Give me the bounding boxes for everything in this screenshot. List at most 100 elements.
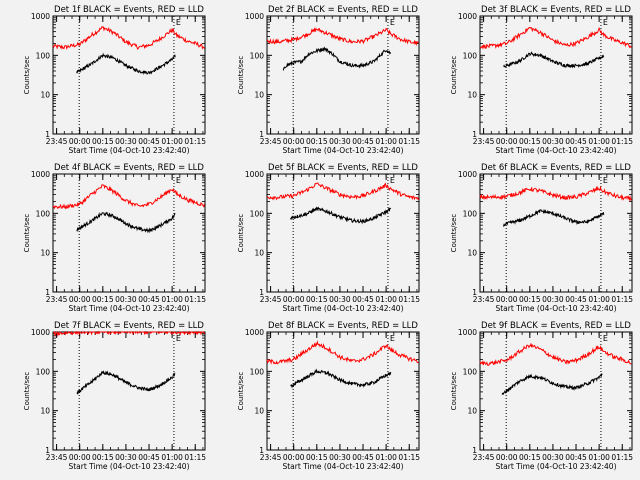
y-tick-label: 10 [254,91,264,100]
x-tick-label: 00:45 [352,295,374,304]
y-tick-label: 1 [259,130,264,139]
x-axis-label: Start Time (04-Oct-10 23:42:40) [495,462,616,471]
y-tick-label: 1000 [458,170,477,179]
lld-series-line [267,182,419,201]
detector-panel: Det 5f BLACK = Events, RED = LLD 1 10 100 10… [237,163,420,313]
x-tick-label: 01:15 [184,137,206,146]
panel-title: Det 8f BLACK = Events, RED = LLD [268,321,418,331]
x-tick-label: 00:30 [115,453,137,462]
y-tick-label: 1000 [245,12,264,21]
y-tick-label: 1000 [245,328,264,337]
x-tick-label: 01:00 [588,453,610,462]
y-tick-label: 1000 [458,328,477,337]
x-tick-label: 00:30 [542,453,564,462]
plot-frame [266,15,420,135]
panel-title: Det 3f BLACK = Events, RED = LLD [481,5,631,15]
x-tick-label: 00:15 [306,453,328,462]
panel-title: Det 6f BLACK = Events, RED = LLD [481,163,631,173]
x-axis-label: Start Time (04-Oct-10 23:42:40) [282,462,403,471]
x-tick-label: 00:00 [69,295,91,304]
x-tick-label: 23:45 [46,295,68,304]
x-tick-label: 01:00 [375,137,397,146]
y-tick-label: 1 [45,130,50,139]
y-tick-label: 10 [40,407,50,416]
x-tick-label: 00:30 [329,453,351,462]
events-series-line [76,211,176,234]
lld-series-line [266,340,419,365]
x-tick-label: 00:30 [115,295,137,304]
marker-label: E [390,18,395,27]
plot-frame [266,173,420,293]
x-tick-label: 01:15 [611,137,633,146]
lld-series-line [479,185,632,202]
x-tick-label: 01:00 [161,295,183,304]
x-tick-label: 23:45 [46,137,68,146]
panel-title: Det 1f BLACK = Events, RED = LLD [54,5,204,15]
events-series-line [290,368,392,389]
x-tick-label: 00:15 [519,453,541,462]
lld-series-line [52,184,205,210]
events-series-line [290,206,392,225]
x-tick-label: 00:30 [329,295,351,304]
y-tick-label: 10 [40,91,50,100]
marker-label: E [390,176,395,185]
x-tick-label: 00:45 [565,453,587,462]
detector-panel: Det 6f BLACK = Events, RED = LLD 1 10 100 10… [450,163,633,313]
y-axis-label: Counts/sec [450,214,458,253]
x-tick-label: 00:00 [69,137,91,146]
detector-panel: Det 1f BLACK = Events, RED = LLD 1 10 100 10… [23,5,206,155]
y-tick-label: 100 [250,367,265,376]
plot-frame [52,173,206,293]
x-tick-label: 00:45 [138,295,160,304]
x-tick-label: 01:00 [161,453,183,462]
marker-label: E [176,18,181,27]
x-tick-label: 01:00 [375,295,397,304]
x-tick-label: 01:15 [398,137,420,146]
y-tick-label: 1 [45,446,50,455]
x-axis-label: Start Time (04-Oct-10 23:42:40) [68,304,189,313]
y-axis-label: Counts/sec [450,56,458,95]
x-tick-label: 01:15 [184,453,206,462]
y-tick-label: 1000 [31,328,50,337]
x-tick-label: 23:45 [260,295,282,304]
y-tick-label: 10 [254,407,264,416]
y-tick-label: 10 [40,249,50,258]
events-series-line [501,372,603,396]
lld-series-line [479,26,632,50]
plot-frame [479,331,633,451]
y-axis-label: Counts/sec [237,372,245,411]
marker-label: E [176,334,181,343]
detector-panel: Det 4f BLACK = Events, RED = LLD 1 10 100 10… [23,163,206,313]
x-tick-label: 00:15 [306,137,328,146]
x-tick-label: 00:00 [283,295,305,304]
x-tick-label: 00:15 [92,453,114,462]
events-series-line [503,208,605,227]
x-tick-label: 00:45 [565,137,587,146]
x-tick-label: 01:15 [184,295,206,304]
x-tick-label: 01:15 [611,295,633,304]
events-series-line [76,52,176,75]
y-tick-label: 100 [36,209,51,218]
plot-frame [479,15,633,135]
y-axis-label: Counts/sec [23,214,31,253]
x-tick-label: 00:30 [542,295,564,304]
events-series-line [76,370,176,395]
x-tick-label: 23:45 [473,453,495,462]
detector-panel: Det 3f BLACK = Events, RED = LLD 1 10 100 10… [450,5,633,155]
marker-label: E [603,176,608,185]
x-axis-label: Start Time (04-Oct-10 23:42:40) [282,146,403,155]
x-tick-label: 00:15 [306,295,328,304]
x-axis-label: Start Time (04-Oct-10 23:42:40) [495,304,616,313]
y-tick-label: 10 [467,249,477,258]
y-axis-label: Counts/sec [237,56,245,95]
marker-label: E [603,334,608,343]
x-tick-label: 01:15 [398,295,420,304]
events-series-line [503,51,605,69]
x-tick-label: 01:15 [398,453,420,462]
y-tick-label: 1000 [245,170,264,179]
x-axis-label: Start Time (04-Oct-10 23:42:40) [282,304,403,313]
y-axis-label: Counts/sec [23,56,31,95]
marker-label: E [176,176,181,185]
y-tick-label: 100 [250,209,265,218]
x-tick-label: 01:00 [588,295,610,304]
